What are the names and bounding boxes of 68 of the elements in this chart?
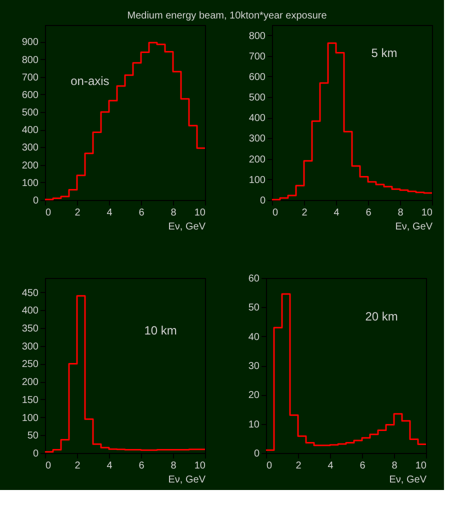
y-tick-label: 50 [27,430,39,442]
annotation: 20 km [365,310,398,324]
x-tick-label: 4 [334,208,340,218]
y-tick-label: 700 [248,51,266,62]
x-tick-label: 0 [272,208,278,218]
y-tick-label: 150 [22,394,39,406]
x-tick-label: 2 [296,460,302,472]
x-tick-label: 4 [106,208,113,218]
x-axis-title: Eν, GeV [395,222,433,232]
x-tick-label: 8 [170,460,177,472]
y-tick-label: 100 [22,178,39,189]
y-tick-label: 300 [22,341,39,352]
y-tick-label: 50 [248,302,260,314]
x-tick-label: 10 [415,460,427,472]
y-tick-label: 800 [22,54,39,66]
y-tick-label: 40 [248,332,260,343]
y-tick-label: 700 [22,72,39,84]
y-tick-label: 500 [22,108,39,119]
y-tick-label: 900 [22,37,39,48]
y-tick-label: 100 [22,412,39,424]
text: Medium energy beam, 10kton*year exposure [127,10,328,22]
y-tick-label: 10 [248,419,260,430]
annotation: 5 km [371,46,398,60]
y-tick-label: 400 [22,125,39,136]
x-tick-label: 8 [170,208,177,218]
y-tick-label: 200 [22,377,39,388]
x-tick-label: 4 [106,460,113,472]
y-tick-label: 200 [248,154,266,166]
y-tick-label: 400 [248,113,266,124]
x-axis-title: Eν, GeV [168,474,206,486]
x-tick-label: 10 [194,208,206,218]
y-tick-label: 600 [22,90,39,101]
y-tick-label: 600 [248,72,266,83]
x-tick-label: 6 [138,460,145,472]
annotation: 10 km [144,324,177,338]
x-tick-label: 10 [194,460,206,472]
y-tick-label: 350 [22,324,39,334]
x-tick-label: 6 [138,208,145,218]
y-tick-label: 0 [260,196,266,206]
x-tick-label: 6 [366,208,372,218]
y-tick-label: 500 [248,92,266,104]
x-axis-title: Eν, GeV [389,474,427,486]
y-tick-label: 0 [32,448,39,460]
x-tick-label: 2 [74,208,81,218]
y-tick-label: 200 [22,160,39,172]
x-tick-label: 8 [392,460,398,472]
y-tick-label: 60 [248,274,260,284]
x-tick-label: 2 [302,208,308,218]
x-axis-title: Eν, GeV [168,222,206,232]
y-tick-label: 800 [248,30,266,42]
y-tick-label: 400 [22,306,39,317]
y-tick-label: 100 [248,174,266,186]
x-tick-label: 6 [360,460,366,472]
y-tick-label: 30 [248,361,260,372]
y-tick-label: 300 [22,142,39,154]
x-tick-label: 0 [46,208,52,218]
y-tick-label: 250 [22,359,39,370]
x-tick-label: 10 [421,208,433,218]
annotation: on-axis [70,74,110,88]
x-tick-label: 8 [398,208,404,218]
y-tick-label: 300 [248,134,266,145]
x-tick-label: 4 [328,460,334,472]
y-tick-label: 450 [22,288,39,299]
y-tick-label: 20 [248,390,260,402]
y-tick-label: 0 [32,196,39,206]
y-tick-label: 0 [254,448,260,460]
x-tick-label: 2 [74,460,81,472]
x-tick-label: 0 [46,460,52,472]
